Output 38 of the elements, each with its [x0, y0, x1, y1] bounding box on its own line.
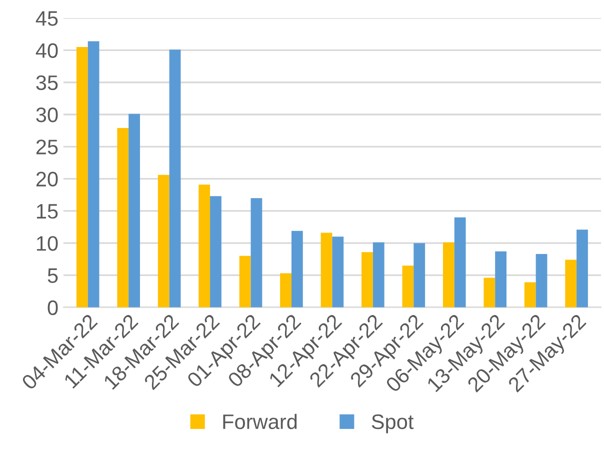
bar — [372, 242, 384, 308]
y-tick-label: 20 — [36, 172, 58, 187]
y-tick-label: 25 — [36, 140, 58, 154]
y-tick-label: 0 — [48, 300, 58, 316]
bar — [536, 254, 548, 308]
bar — [565, 260, 577, 308]
bar — [362, 252, 373, 308]
bar — [250, 198, 262, 308]
bar — [158, 174, 170, 308]
bar — [442, 242, 454, 308]
y-tick-label: 30 — [36, 108, 58, 122]
bar — [210, 196, 222, 308]
bar — [88, 41, 100, 308]
bar — [280, 273, 292, 308]
y-tick-label: 10 — [36, 236, 58, 251]
bar — [169, 50, 181, 308]
bar — [76, 47, 88, 308]
bar — [291, 230, 303, 308]
legend-label: Forward — [223, 414, 297, 430]
bar — [128, 114, 140, 308]
y-tick-label: 15 — [36, 204, 58, 219]
bar — [198, 184, 210, 308]
legend-label: Spot — [372, 414, 414, 434]
bar — [524, 282, 536, 308]
bar — [414, 243, 426, 308]
y-tick-label: 5 — [48, 268, 58, 283]
y-tick-label: 35 — [36, 75, 58, 90]
y-tick-label: 45 — [36, 11, 58, 26]
bar — [454, 217, 466, 308]
bar — [117, 128, 129, 308]
bar — [484, 278, 496, 308]
bar — [332, 236, 344, 308]
y-tick-label: 40 — [36, 43, 58, 58]
bar — [576, 230, 588, 308]
bar — [402, 266, 414, 308]
bar — [239, 256, 251, 308]
bar — [495, 251, 506, 308]
bar — [320, 232, 332, 308]
